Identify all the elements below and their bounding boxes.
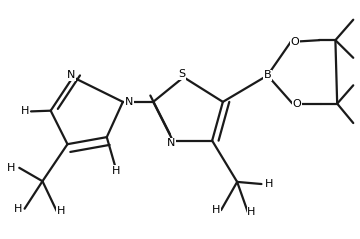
Text: H: H bbox=[57, 206, 65, 216]
Text: H: H bbox=[21, 106, 29, 116]
Text: H: H bbox=[265, 179, 274, 189]
Text: S: S bbox=[178, 69, 185, 79]
Text: N: N bbox=[167, 138, 175, 148]
Text: O: O bbox=[291, 37, 300, 47]
Text: N: N bbox=[67, 71, 75, 81]
Text: B: B bbox=[264, 71, 271, 81]
Text: H: H bbox=[112, 166, 121, 176]
Text: H: H bbox=[7, 163, 15, 173]
Text: H: H bbox=[14, 204, 22, 214]
Text: O: O bbox=[292, 99, 301, 109]
Text: H: H bbox=[212, 205, 220, 215]
Text: H: H bbox=[247, 207, 256, 217]
Text: N: N bbox=[125, 97, 134, 107]
